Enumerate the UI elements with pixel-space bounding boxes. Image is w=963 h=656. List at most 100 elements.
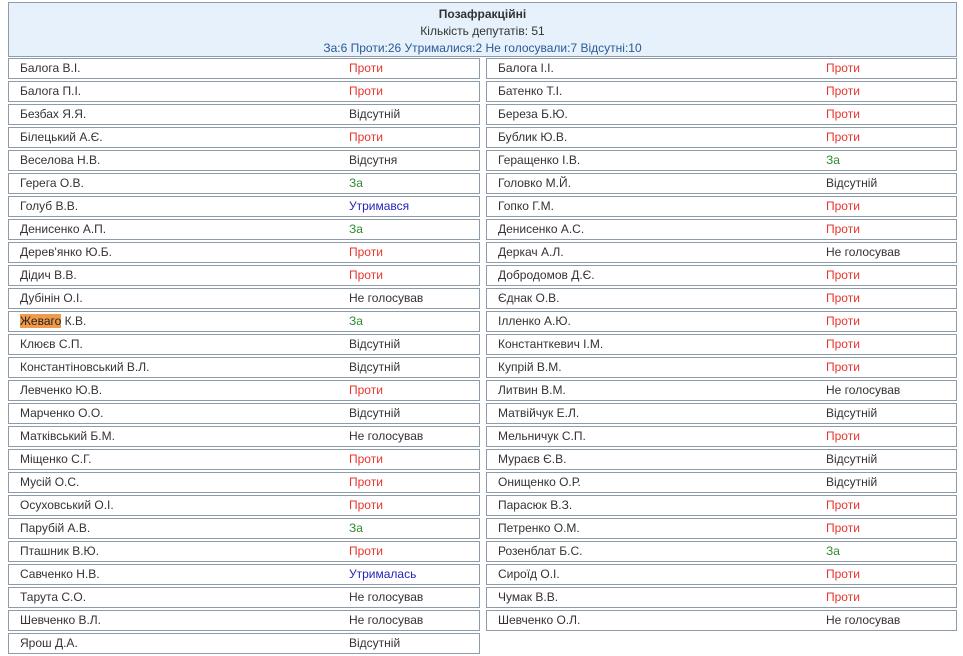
deputy-name: Чумак В.В. xyxy=(498,590,559,604)
deputy-row: Дубінін О.І. Не голосував xyxy=(8,288,480,309)
deputy-row: Балога І.І. Проти xyxy=(486,58,957,79)
deputy-row: Єднак О.В. Проти xyxy=(486,288,957,309)
deputy-name: Онищенко О.Р. xyxy=(498,475,581,489)
deputy-row: Голуб В.В. Утримався xyxy=(8,196,480,217)
vote-status: Утрималась xyxy=(349,567,417,581)
deputy-row: Клюєв С.П. Відсутній xyxy=(8,334,480,355)
vote-status: Проти xyxy=(826,107,860,121)
vote-status: Відсутній xyxy=(349,337,401,351)
vote-status: Відсутній xyxy=(826,176,878,190)
deputy-row: Парубій А.В. За xyxy=(8,518,480,539)
deputy-name: Геращенко І.В. xyxy=(498,153,581,167)
vote-status: Відсутній xyxy=(826,475,878,489)
vote-status: Проти xyxy=(826,84,860,98)
deputy-name: Сироїд О.І. xyxy=(498,567,560,581)
deputy-name: Матківський Б.М. xyxy=(20,429,115,443)
deputy-row: Жеваго К.В. За xyxy=(8,311,480,332)
deputy-row: Парасюк В.З. Проти xyxy=(486,495,957,516)
deputy-row: Константіновський В.Л. Відсутній xyxy=(8,357,480,378)
deputy-name: Веселова Н.В. xyxy=(20,153,101,167)
deputy-row: Герега О.В. За xyxy=(8,173,480,194)
deputy-row: Шевченко В.Л. Не голосував xyxy=(8,610,480,631)
deputy-name: Парубій А.В. xyxy=(20,521,91,535)
deputy-name: Купрій В.М. xyxy=(498,360,562,374)
vote-status: Проти xyxy=(826,521,860,535)
deputy-row: Мураєв Є.В. Відсутній xyxy=(486,449,957,470)
deputies-count: Кількість депутатів: 51 xyxy=(420,24,545,38)
vote-status: Проти xyxy=(826,61,860,75)
vote-status: Проти xyxy=(349,245,383,259)
deputy-row: Матвійчук Е.Л. Відсутній xyxy=(486,403,957,424)
deputy-name: Гопко Г.М. xyxy=(498,199,554,213)
deputy-name: Матвійчук Е.Л. xyxy=(498,406,580,420)
deputy-row: Онищенко О.Р. Відсутній xyxy=(486,472,957,493)
deputy-row: Ярош Д.А. Відсутній xyxy=(8,633,480,654)
vote-status: Проти xyxy=(826,337,860,351)
vote-status: Проти xyxy=(826,268,860,282)
deputy-row: Левченко Ю.В. Проти xyxy=(8,380,480,401)
vote-status: Відсутня xyxy=(349,153,398,167)
deputy-row: Бублик Ю.В. Проти xyxy=(486,127,957,148)
deputy-row: Денисенко А.П. За xyxy=(8,219,480,240)
deputy-row: Безбах Я.Я. Відсутній xyxy=(8,104,480,125)
deputy-name: Голуб В.В. xyxy=(20,199,79,213)
vote-status: Проти xyxy=(349,268,383,282)
faction-header: Позафракційні Кількість депутатів: 51 За… xyxy=(8,2,957,57)
vote-status: Не голосував xyxy=(349,613,424,627)
vote-status: За xyxy=(349,176,363,190)
deputy-row: Дерев'янко Ю.Б. Проти xyxy=(8,242,480,263)
vote-summary: За:6 Проти:26 Утрималися:2 Не голосували… xyxy=(323,41,642,55)
deputy-name: Ярош Д.А. xyxy=(20,636,78,650)
vote-status: За xyxy=(349,521,363,535)
deputy-name: Тарута С.О. xyxy=(20,590,87,604)
deputy-row: Балога В.І. Проти xyxy=(8,58,480,79)
deputy-row: Литвин В.М. Не голосував xyxy=(486,380,957,401)
vote-status: Проти xyxy=(349,383,383,397)
deputies-column-right: Балога І.І. Проти Батенко Т.І. Проти Береза … xyxy=(486,58,957,633)
deputy-name: Мусій О.С. xyxy=(20,475,80,489)
vote-status: Відсутній xyxy=(349,360,401,374)
deputy-name: Ілленко А.Ю. xyxy=(498,314,571,328)
search-highlight: Жеваго xyxy=(20,314,62,328)
vote-status: Не голосував xyxy=(349,429,424,443)
vote-status: Не голосував xyxy=(826,245,901,259)
deputy-row: Деркач А.Л. Не голосував xyxy=(486,242,957,263)
deputy-name: Петренко О.М. xyxy=(498,521,580,535)
vote-status: Утримався xyxy=(349,199,410,213)
deputy-row: Розенблат Б.С. За xyxy=(486,541,957,562)
deputy-name: Денисенко А.П. xyxy=(20,222,107,236)
deputy-row: Головко М.Й. Відсутній xyxy=(486,173,957,194)
deputy-name: Осуховський О.І. xyxy=(20,498,114,512)
deputy-name: Єднак О.В. xyxy=(498,291,560,305)
deputy-name: Береза Б.Ю. xyxy=(498,107,568,121)
deputy-name: Балога П.І. xyxy=(20,84,82,98)
vote-status: Проти xyxy=(349,61,383,75)
vote-status: Не голосував xyxy=(349,590,424,604)
deputy-name: Литвин В.М. xyxy=(498,383,566,397)
deputy-row: Міщенко С.Г. Проти xyxy=(8,449,480,470)
deputy-name: Балога І.І. xyxy=(498,61,554,75)
vote-status: За xyxy=(349,222,363,236)
deputy-name: Константіновський В.Л. xyxy=(20,360,150,374)
vote-status: Проти xyxy=(826,590,860,604)
deputy-row: Мусій О.С. Проти xyxy=(8,472,480,493)
vote-status: Відсутній xyxy=(349,406,401,420)
deputy-name: Балога В.І. xyxy=(20,61,81,75)
vote-status: За xyxy=(826,153,840,167)
vote-status: За xyxy=(826,544,840,558)
deputy-row: Ілленко А.Ю. Проти xyxy=(486,311,957,332)
deputy-name: Розенблат Б.С. xyxy=(498,544,583,558)
deputy-row: Батенко Т.І. Проти xyxy=(486,81,957,102)
deputies-column-left: Балога В.І. Проти Балога П.І. Проти Безбах Я… xyxy=(8,58,480,656)
vote-status: Проти xyxy=(349,452,383,466)
deputy-row: Денисенко А.С. Проти xyxy=(486,219,957,240)
vote-status: Проти xyxy=(826,360,860,374)
deputy-row: Добродомов Д.Є. Проти xyxy=(486,265,957,286)
vote-status: За xyxy=(349,314,363,328)
vote-status: Проти xyxy=(826,314,860,328)
deputy-name: Савченко Н.В. xyxy=(20,567,100,581)
deputy-name: Мельничук С.П. xyxy=(498,429,586,443)
vote-status: Відсутній xyxy=(349,107,401,121)
deputy-row: Петренко О.М. Проти xyxy=(486,518,957,539)
deputy-name: Константкевич І.М. xyxy=(498,337,604,351)
